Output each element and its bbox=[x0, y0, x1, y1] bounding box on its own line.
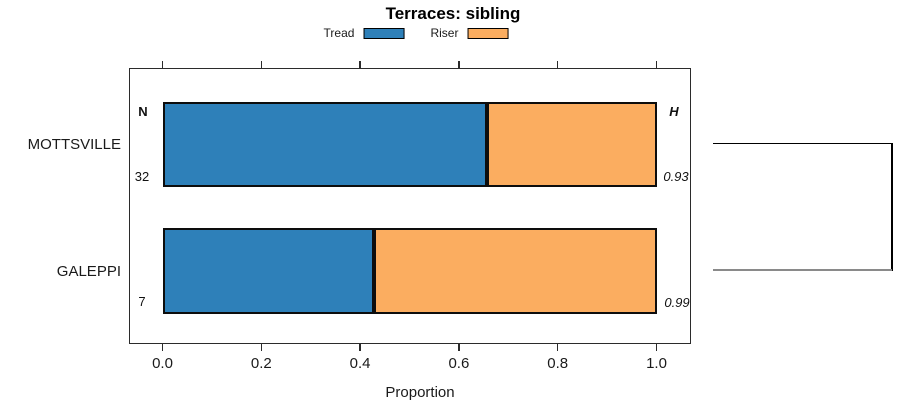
x-tick-label-0.0: 0.0 bbox=[152, 355, 173, 372]
stacked-bar-galeppi bbox=[163, 228, 657, 314]
category-label-mottsville: MOTTSVILLE bbox=[27, 136, 121, 153]
x-tick-top-1.0 bbox=[655, 61, 658, 68]
x-tick-label-0.6: 0.6 bbox=[448, 355, 470, 372]
h-value-galeppi: 0.99 bbox=[664, 295, 690, 310]
column-header-n: N bbox=[138, 104, 148, 119]
dendrogram-branch-top bbox=[713, 142, 892, 144]
segment-tread-mottsville bbox=[163, 101, 487, 187]
n-value-mottsville: 32 bbox=[134, 169, 150, 184]
segment-tread-galeppi bbox=[163, 228, 374, 314]
column-header-h: H bbox=[669, 104, 679, 119]
legend-item-riser: Riser bbox=[430, 26, 509, 40]
x-tick-bottom-0.2 bbox=[260, 344, 263, 351]
x-tick-top-0.2 bbox=[260, 61, 263, 68]
n-value-galeppi: 7 bbox=[138, 294, 146, 309]
x-tick-bottom-0.0 bbox=[161, 344, 164, 351]
x-tick-top-0.6 bbox=[458, 61, 460, 68]
x-tick-bottom-0.4 bbox=[359, 344, 361, 351]
x-axis-label: Proportion bbox=[385, 384, 455, 401]
category-label-galeppi: GALEPPI bbox=[56, 263, 121, 280]
x-tick-top-0.0 bbox=[161, 61, 164, 68]
x-tick-bottom-0.8 bbox=[556, 344, 559, 351]
dendrogram-branch-bottom bbox=[713, 269, 892, 271]
chart-title: Terraces: sibling bbox=[385, 4, 521, 23]
legend-item-tread: Tread bbox=[324, 26, 405, 40]
legend-swatch-riser bbox=[467, 27, 509, 39]
segment-riser-mottsville bbox=[486, 101, 657, 187]
x-tick-label-0.8: 0.8 bbox=[547, 355, 569, 372]
x-tick-label-0.4: 0.4 bbox=[349, 355, 371, 372]
legend: Tread Riser bbox=[324, 26, 509, 40]
h-value-mottsville: 0.93 bbox=[663, 169, 689, 184]
x-tick-bottom-1.0 bbox=[655, 344, 658, 351]
stacked-bar-mottsville bbox=[163, 101, 657, 187]
legend-label-tread: Tread bbox=[323, 26, 355, 40]
x-tick-label-0.2: 0.2 bbox=[250, 355, 272, 372]
dendrogram-branch-vertical bbox=[891, 142, 893, 271]
x-tick-bottom-0.6 bbox=[458, 344, 460, 351]
legend-label-riser: Riser bbox=[430, 26, 459, 40]
segment-riser-galeppi bbox=[373, 228, 657, 314]
x-tick-top-0.4 bbox=[359, 61, 361, 68]
x-tick-top-0.8 bbox=[556, 61, 559, 68]
x-tick-label-1.0: 1.0 bbox=[646, 355, 667, 372]
legend-swatch-tread bbox=[363, 27, 405, 39]
